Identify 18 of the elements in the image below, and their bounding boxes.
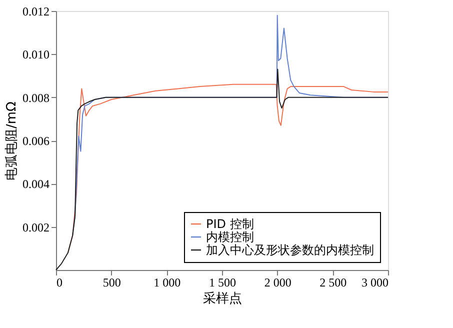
x-tick-label: 3 000: [362, 276, 388, 290]
y-tick-label: 0.002: [22, 220, 50, 234]
x-tick-label: 2 500: [320, 276, 347, 290]
x-tick-label: 1 500: [209, 276, 236, 290]
y-tick-label: 0.008: [22, 90, 50, 105]
y-tick-label: 0.006: [22, 134, 50, 148]
x-tick-label: 0: [56, 276, 62, 290]
x-tick-label: 1 000: [154, 276, 181, 290]
legend-label: PID 控制: [206, 217, 254, 231]
y-axis-title: 电弧电阻/mΩ: [4, 101, 20, 180]
x-tick-label: 500: [102, 276, 121, 290]
legend-label: 加入中心及形状参数的内模控制: [206, 243, 374, 257]
y-tick-label: 0.010: [22, 48, 50, 62]
legend-label: 内模控制: [206, 230, 254, 244]
x-tick-label: 2 000: [264, 276, 292, 290]
y-tick-label: 0.004: [22, 177, 50, 192]
y-tick-label: 0.012: [22, 4, 50, 18]
x-axis-title: 采样点: [203, 292, 242, 306]
